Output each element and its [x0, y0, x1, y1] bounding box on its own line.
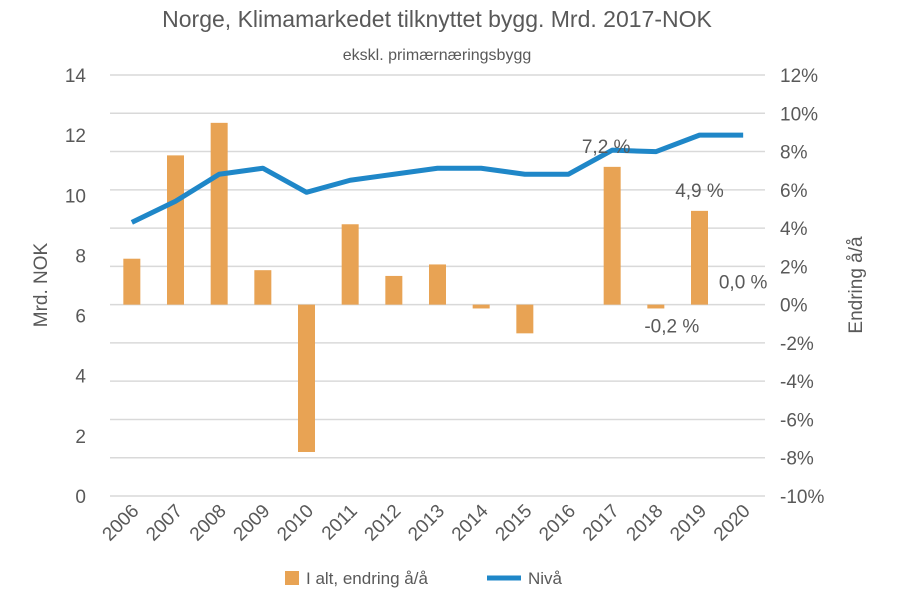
right-tick-label: 4%	[780, 219, 808, 240]
x-tick-label: 2014	[448, 500, 493, 545]
right-tick-label: 12%	[780, 66, 818, 87]
x-tick-label: 2008	[186, 501, 231, 546]
x-tick-label: 2016	[535, 501, 580, 546]
x-tick-label: 2009	[230, 501, 275, 546]
x-tick-label: 2017	[579, 501, 624, 546]
right-tick-label: 10%	[780, 104, 818, 125]
bar-2018	[647, 304, 665, 309]
x-tick-label: 2006	[99, 501, 144, 546]
chart-title: Norge, Klimamarkedet tilknyttet bygg. Mr…	[162, 6, 712, 32]
x-tick-label: 2020	[710, 501, 755, 546]
left-axis-title: Mrd. NOK	[31, 242, 52, 327]
left-tick-label: 10	[65, 186, 86, 207]
bar-2012	[385, 275, 403, 305]
line-series	[130, 132, 744, 225]
x-tick-label: 2013	[404, 501, 449, 546]
right-tick-label: -2%	[780, 334, 814, 355]
bar-2009	[254, 270, 272, 305]
left-tick-label: 12	[65, 126, 86, 147]
x-tick-label: 2019	[666, 501, 711, 546]
bar-2015	[516, 304, 534, 334]
left-tick-label: 0	[75, 487, 86, 508]
bar-2008	[210, 122, 228, 305]
legend-label-bar: I alt, endring å/å	[306, 569, 428, 588]
bar-2014	[472, 304, 490, 309]
x-tick-label: 2011	[318, 501, 362, 545]
left-axis: 0 2 4 6 8 10 12 14	[65, 66, 87, 508]
data-labels: 7,2 % -0,2 % 4,9 % 0,0 %	[582, 137, 768, 338]
right-tick-label: -6%	[780, 410, 814, 431]
line-nivaa	[130, 132, 744, 225]
legend-label-line: Nivå	[528, 569, 563, 588]
left-tick-label: 4	[75, 367, 86, 388]
right-tick-label: 6%	[780, 181, 808, 202]
data-label-2019: 4,9 %	[675, 181, 724, 202]
bar-2017	[603, 166, 621, 305]
right-tick-label: 0%	[780, 296, 808, 317]
right-tick-label: -8%	[780, 449, 814, 470]
left-tick-label: 8	[75, 246, 86, 267]
bar-2006	[123, 258, 141, 305]
x-tick-label: 2012	[361, 501, 406, 546]
bar-2011	[341, 224, 359, 305]
data-label-2020: 0,0 %	[719, 273, 768, 294]
data-label-2018: -0,2 %	[644, 317, 699, 338]
right-axis: 12% 10% 8% 6% 4% 2% 0% -2% -4% -6% -8% -10%	[780, 66, 824, 508]
bar-2013	[429, 264, 446, 305]
legend-swatch-bar	[285, 571, 299, 585]
x-tick-label: 2015	[492, 501, 537, 546]
bar-2007	[167, 155, 184, 305]
left-tick-label: 2	[75, 427, 86, 448]
data-label-2017: 7,2 %	[582, 137, 631, 158]
left-tick-label: 14	[65, 66, 87, 87]
bar-2010	[298, 304, 315, 452]
x-tick-label: 2010	[273, 501, 318, 546]
right-axis-title: Endring å/å	[846, 236, 867, 334]
left-tick-label: 6	[75, 307, 86, 328]
right-tick-label: 8%	[780, 143, 808, 164]
bar-2019	[691, 210, 708, 305]
chart-subtitle: ekskl. primærnæringsbygg	[343, 47, 532, 64]
right-tick-label: 2%	[780, 257, 808, 278]
x-tick-label: 2018	[623, 501, 668, 546]
legend: I alt, endring å/å Nivå	[285, 569, 563, 588]
bars	[123, 122, 708, 452]
right-tick-label: -4%	[780, 372, 814, 393]
right-tick-label: -10%	[780, 487, 824, 508]
x-tick-label: 2007	[142, 501, 187, 546]
